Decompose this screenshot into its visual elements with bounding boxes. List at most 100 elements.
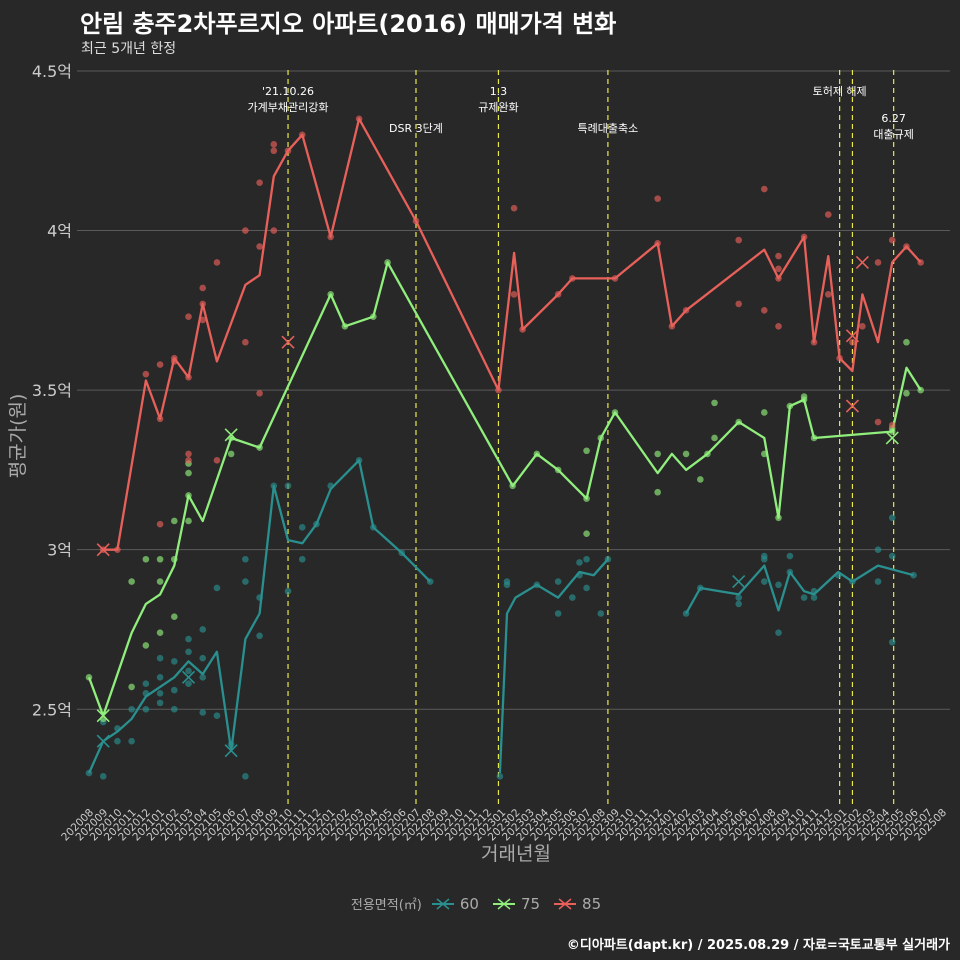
data-point <box>213 259 221 266</box>
y-axis-label: 평균가(원) <box>7 394 29 479</box>
data-point <box>185 635 192 643</box>
data-point <box>903 389 910 397</box>
series-line-85 <box>103 117 922 551</box>
data-point <box>256 179 263 186</box>
data-point <box>284 482 292 490</box>
data-point <box>213 584 221 592</box>
cross-marker <box>845 329 860 343</box>
series-75 <box>85 259 924 723</box>
cross-marker <box>224 744 238 758</box>
data-point <box>256 389 263 397</box>
data-point <box>171 705 178 713</box>
data-point <box>810 594 818 601</box>
data-point <box>583 555 590 563</box>
chart-title: 안림 충주2차푸르지오 아파트(2016) 매매가격 변화 <box>80 10 617 38</box>
data-point <box>711 399 718 407</box>
data-point <box>199 709 207 716</box>
data-point <box>114 737 121 745</box>
data-point <box>185 450 192 458</box>
data-point <box>270 147 278 155</box>
data-point <box>142 555 150 563</box>
y-tick-label: 2.5억 <box>32 700 72 719</box>
cross-marker <box>96 709 110 723</box>
series-layer <box>85 115 924 780</box>
legend-item-75: 75 <box>492 894 541 913</box>
cross-marker <box>224 428 238 442</box>
data-point <box>270 141 278 148</box>
data-point <box>874 418 882 426</box>
event-label: 토허제 해제 <box>813 84 867 98</box>
data-point <box>510 204 518 212</box>
data-point <box>554 578 562 585</box>
data-point <box>185 457 192 464</box>
data-point <box>298 555 306 563</box>
series-line-60 <box>87 459 432 774</box>
legend-label-85: 85 <box>582 894 602 913</box>
data-point <box>99 772 107 780</box>
legend-title: 전용면적(㎡) <box>350 898 422 913</box>
data-point <box>128 578 135 585</box>
data-point <box>654 195 661 202</box>
data-point <box>775 581 782 589</box>
cross-marker <box>855 255 869 270</box>
data-point <box>735 236 743 244</box>
data-point <box>859 322 866 330</box>
legend-swatch-75 <box>492 897 515 910</box>
data-point <box>735 600 743 608</box>
x-axis-ticks: 2020082020092020102020112020122021012021… <box>59 806 949 843</box>
cross-marker <box>96 734 110 748</box>
data-point <box>156 629 164 636</box>
data-point <box>242 772 249 780</box>
data-point <box>227 450 235 458</box>
data-point <box>888 552 896 560</box>
data-point <box>711 434 718 442</box>
data-point <box>213 712 221 719</box>
data-point <box>775 322 782 330</box>
data-point <box>171 686 178 694</box>
event-label: 6.27 <box>881 112 906 125</box>
data-point <box>256 243 263 250</box>
data-point <box>874 546 882 553</box>
event-label: 1.3 <box>490 85 508 98</box>
x-axis-label: 거래년월 <box>481 843 551 865</box>
cross-marker <box>181 670 196 684</box>
grid-lines <box>77 70 950 710</box>
data-point <box>760 307 768 314</box>
event-label: 특례대출축소 <box>578 122 639 135</box>
cross-marker <box>732 575 746 589</box>
data-point <box>654 488 661 496</box>
data-point <box>185 680 192 688</box>
data-point <box>735 594 743 601</box>
data-point <box>569 594 576 601</box>
data-point <box>874 259 882 266</box>
legend-label-75: 75 <box>520 894 541 913</box>
data-point <box>156 578 164 585</box>
data-point <box>583 447 590 455</box>
cross-marker <box>845 399 860 413</box>
data-point <box>213 457 221 464</box>
data-point <box>171 658 178 665</box>
y-tick-label: 3억 <box>47 541 72 560</box>
data-point <box>298 524 306 531</box>
data-point <box>824 211 832 218</box>
data-point <box>242 227 249 234</box>
series-line-60 <box>685 564 914 615</box>
data-point <box>156 654 164 662</box>
data-point <box>583 530 590 538</box>
data-point <box>786 552 794 560</box>
data-point <box>760 578 768 585</box>
y-axis-ticks: 2.5억 3억 3.5억 4억 4.5억 <box>32 62 72 719</box>
data-point <box>583 584 590 592</box>
data-point <box>199 284 207 292</box>
legend-item-85: 85 <box>554 895 601 913</box>
data-point <box>849 338 856 346</box>
data-point <box>156 361 164 368</box>
data-point <box>775 265 782 273</box>
chart-subtitle: 최근 5개년 한정 <box>81 41 177 57</box>
legend-item-60: 60 <box>431 895 479 913</box>
cross-marker <box>885 431 899 445</box>
data-point <box>760 552 768 560</box>
data-point <box>735 300 743 308</box>
